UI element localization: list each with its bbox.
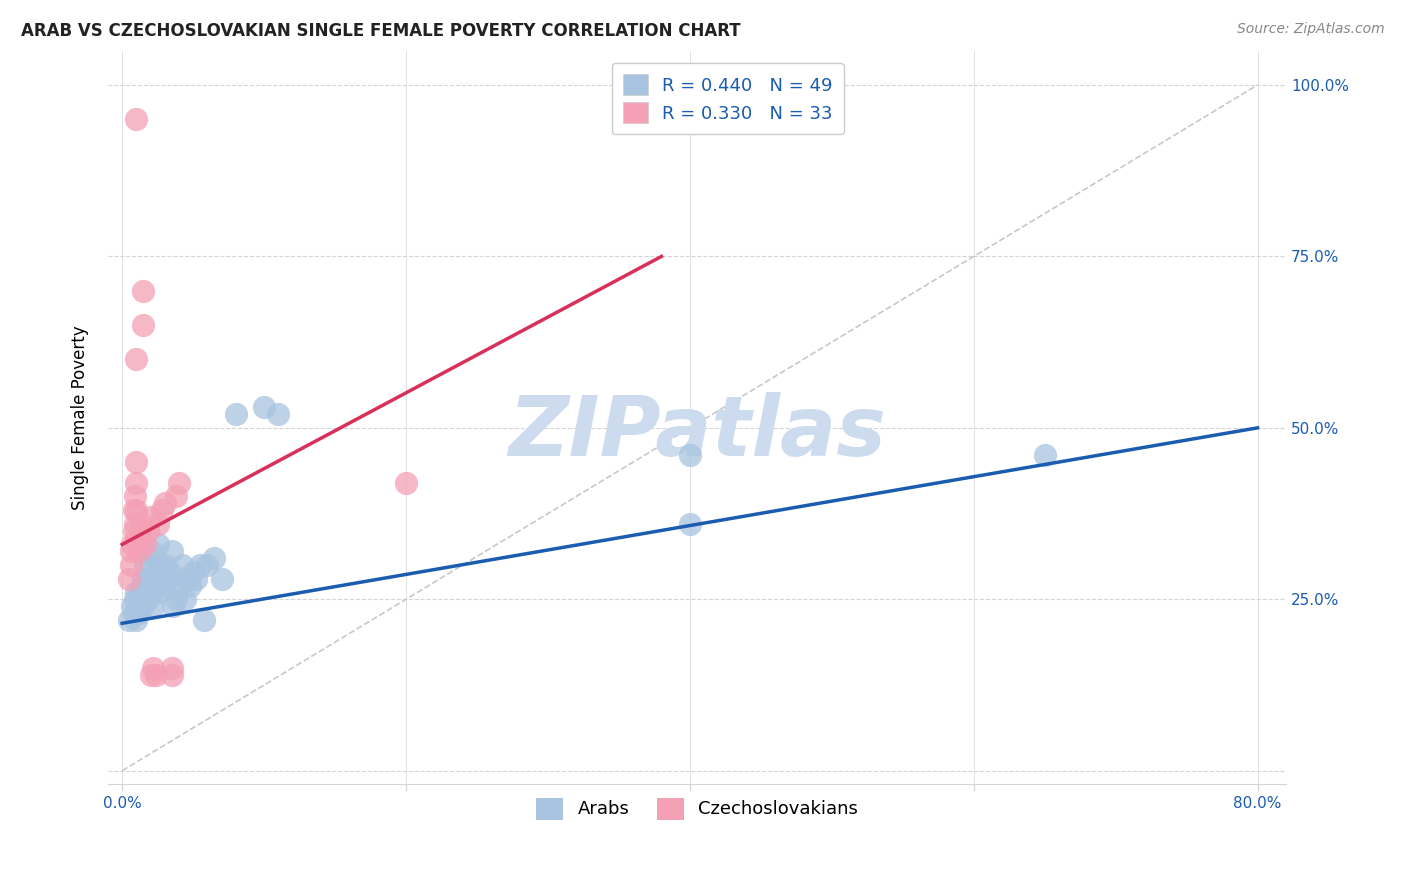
Point: [150, 565, 173, 579]
Point: [153, 578, 176, 592]
Point: [124, 490, 146, 504]
Point: [165, 490, 187, 504]
Point: [139, 667, 162, 681]
Point: [176, 572, 198, 586]
Point: [142, 661, 165, 675]
Point: [125, 613, 148, 627]
Point: [146, 558, 169, 572]
Point: [148, 585, 170, 599]
Point: [136, 572, 159, 586]
Point: [139, 510, 162, 524]
Point: [129, 592, 152, 607]
Point: [125, 475, 148, 490]
Point: [142, 599, 165, 614]
Point: [150, 503, 173, 517]
Point: [193, 613, 215, 627]
Point: [132, 572, 155, 586]
Point: [136, 592, 159, 607]
Point: [173, 592, 195, 607]
Point: [122, 524, 145, 538]
Point: [204, 551, 226, 566]
Point: [153, 558, 176, 572]
Point: [134, 537, 156, 551]
Point: [118, 613, 141, 627]
Point: [153, 496, 176, 510]
Point: [253, 401, 276, 415]
Point: [156, 572, 179, 586]
Point: [125, 585, 148, 599]
Point: [146, 516, 169, 531]
Point: [121, 599, 143, 614]
Point: [139, 544, 162, 558]
Point: [134, 558, 156, 572]
Point: [181, 565, 204, 579]
Point: [188, 558, 211, 572]
Point: [132, 599, 155, 614]
Point: [129, 531, 152, 545]
Point: [167, 578, 190, 592]
Point: [160, 667, 183, 681]
Point: [124, 592, 146, 607]
Point: [195, 558, 218, 572]
Point: [159, 565, 181, 579]
Point: [142, 572, 165, 586]
Point: [128, 544, 150, 558]
Point: [139, 558, 162, 572]
Point: [145, 578, 167, 592]
Point: [125, 531, 148, 545]
Point: [679, 448, 702, 462]
Point: [121, 537, 143, 551]
Text: ARAB VS CZECHOSLOVAKIAN SINGLE FEMALE POVERTY CORRELATION CHART: ARAB VS CZECHOSLOVAKIAN SINGLE FEMALE PO…: [21, 22, 741, 40]
Point: [120, 544, 142, 558]
Point: [162, 599, 184, 614]
Point: [122, 503, 145, 517]
Point: [1033, 448, 1056, 462]
Point: [132, 284, 155, 298]
Point: [170, 558, 193, 572]
Point: [145, 667, 167, 681]
Point: [160, 544, 183, 558]
Point: [125, 503, 148, 517]
Text: ZIPatlas: ZIPatlas: [508, 392, 886, 473]
Point: [267, 407, 290, 421]
Point: [395, 475, 418, 490]
Point: [118, 572, 141, 586]
Y-axis label: Single Female Poverty: Single Female Poverty: [72, 326, 89, 510]
Point: [225, 407, 247, 421]
Point: [165, 592, 187, 607]
Point: [179, 578, 201, 592]
Point: [132, 318, 155, 332]
Point: [122, 606, 145, 620]
Point: [131, 516, 153, 531]
Point: [146, 537, 169, 551]
Point: [167, 475, 190, 490]
Point: [125, 455, 148, 469]
Point: [120, 558, 142, 572]
Point: [128, 606, 150, 620]
Point: [124, 516, 146, 531]
Point: [139, 585, 162, 599]
Point: [184, 572, 207, 586]
Point: [136, 524, 159, 538]
Point: [125, 112, 148, 127]
Point: [125, 352, 148, 367]
Text: Source: ZipAtlas.com: Source: ZipAtlas.com: [1237, 22, 1385, 37]
Legend: Arabs, Czechoslovakians: Arabs, Czechoslovakians: [529, 790, 865, 827]
Point: [131, 578, 153, 592]
Point: [211, 572, 233, 586]
Point: [160, 661, 183, 675]
Point: [679, 516, 702, 531]
